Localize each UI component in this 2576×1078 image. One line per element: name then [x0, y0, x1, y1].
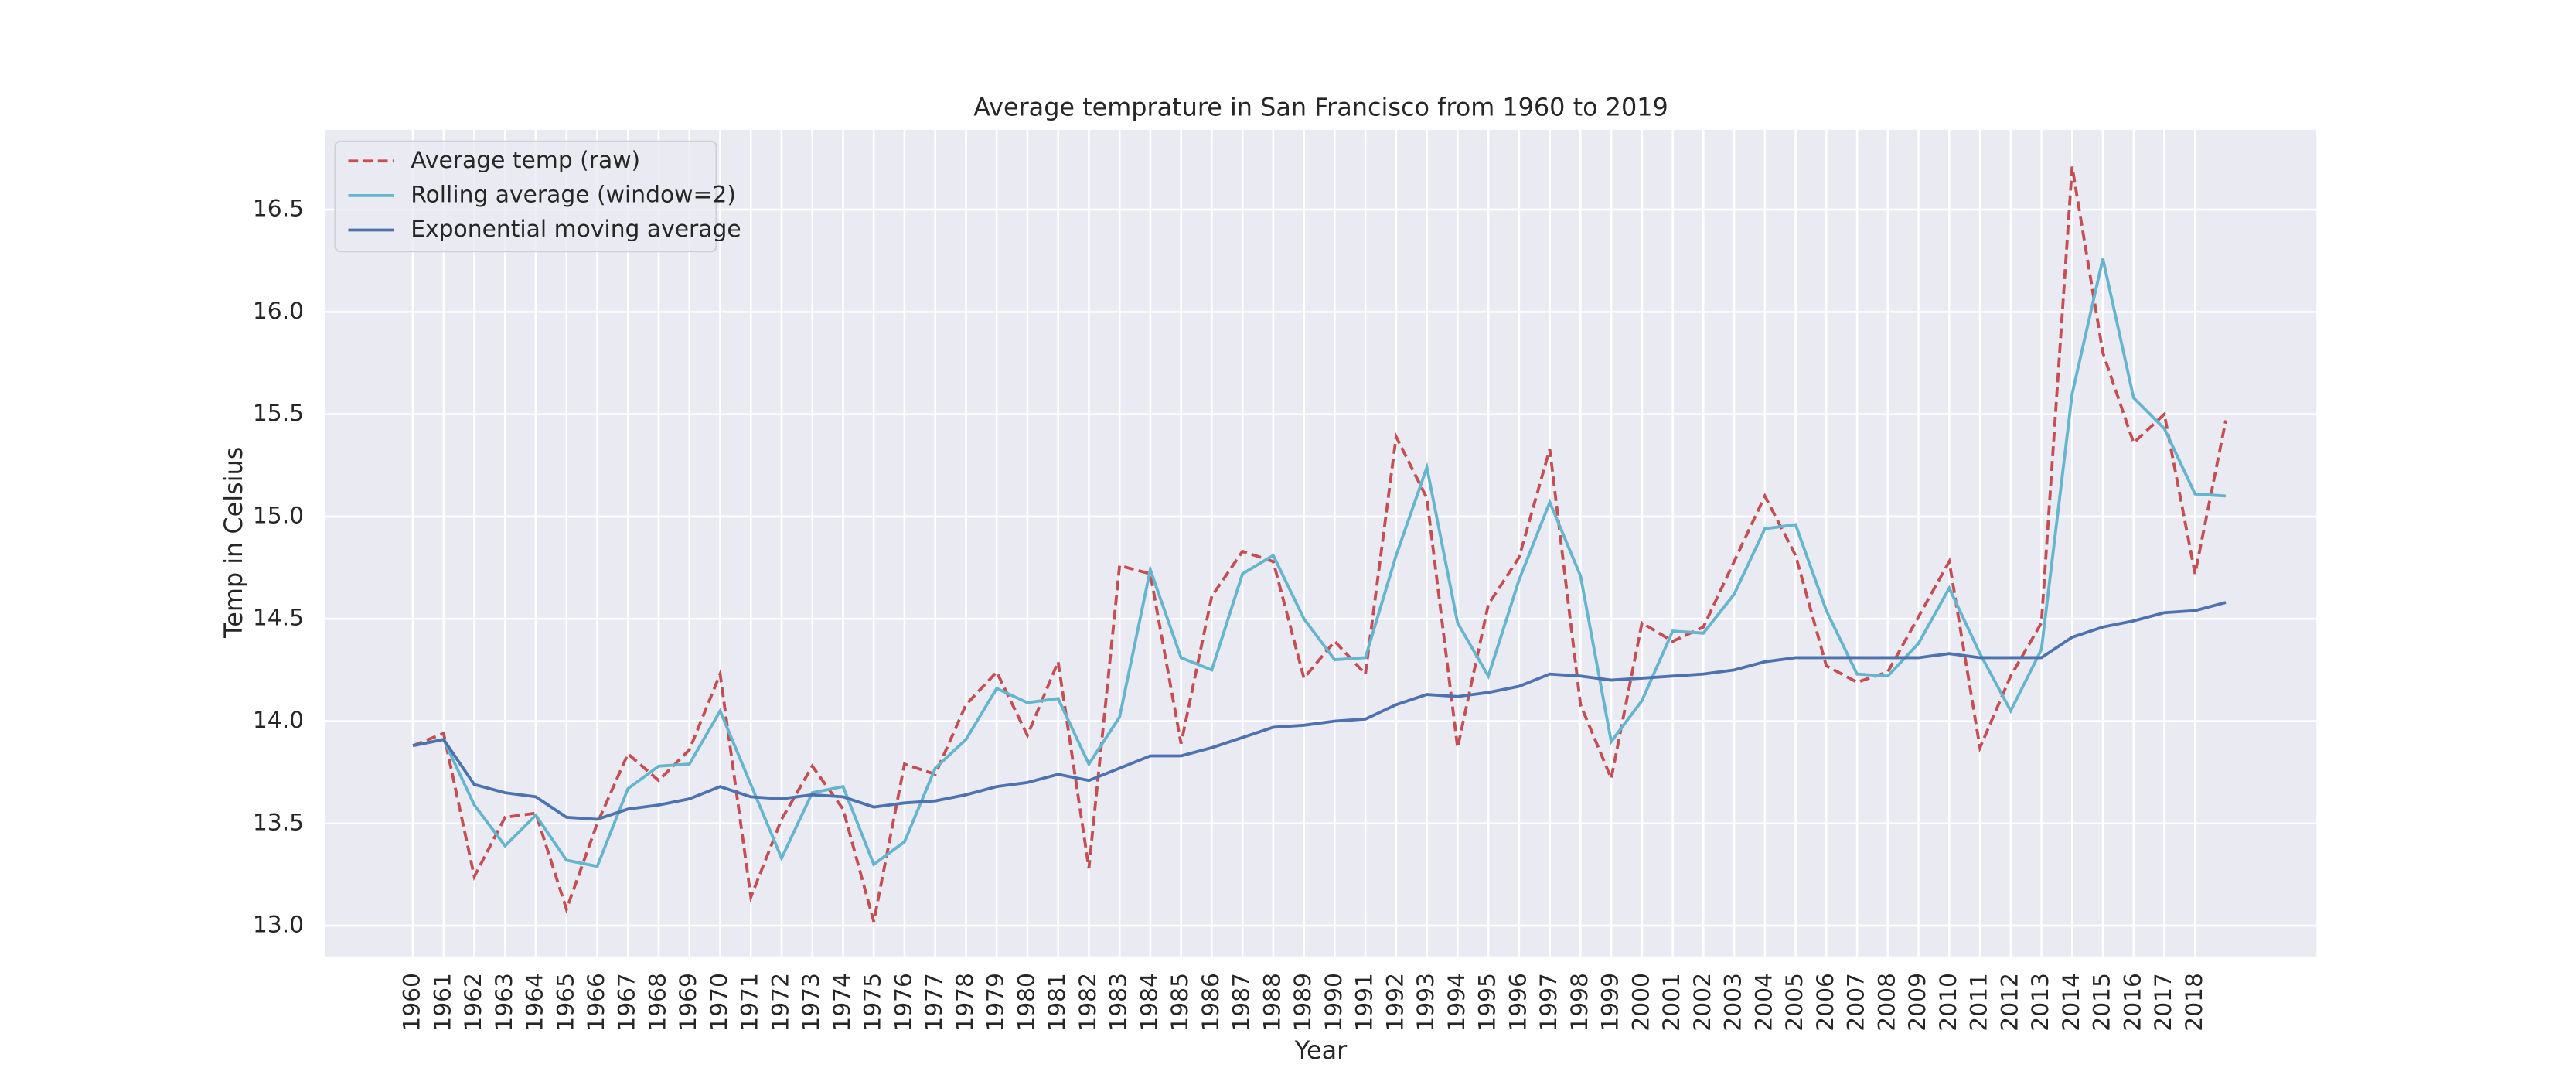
- x-tick-label: 1966: [583, 973, 610, 1032]
- series-line: [412, 166, 2227, 923]
- x-tick-label: 2007: [1843, 973, 1870, 1032]
- x-tick-label: 2008: [1873, 973, 1900, 1032]
- y-tick-label: 13.5: [253, 809, 304, 836]
- x-tick-label: 1968: [644, 973, 671, 1032]
- x-tick-label: 2003: [1720, 973, 1747, 1032]
- x-tick-label: 2004: [1750, 973, 1777, 1032]
- x-tick-label: 2002: [1689, 973, 1716, 1032]
- x-tick-label: 1973: [798, 973, 825, 1032]
- x-tick-label: 2001: [1658, 973, 1685, 1032]
- x-tick-label: 1991: [1351, 973, 1378, 1032]
- x-tick-label: 2014: [2058, 973, 2085, 1032]
- x-tick-label: 1960: [399, 973, 426, 1032]
- x-tick-label: 2015: [2089, 973, 2116, 1032]
- y-tick-label: 14.0: [253, 707, 304, 734]
- x-tick-label: 2006: [1812, 973, 1839, 1032]
- x-tick-label: 1989: [1290, 973, 1317, 1032]
- x-tick-label: 1993: [1412, 973, 1440, 1032]
- x-tick-label: 1985: [1167, 973, 1194, 1032]
- x-tick-label: 1981: [1044, 973, 1071, 1032]
- chart-title: Average temprature in San Francisco from…: [973, 92, 1668, 121]
- series-line: [412, 258, 2227, 868]
- legend-label: Average temp (raw): [411, 147, 640, 174]
- x-tick-label: 1992: [1382, 973, 1409, 1032]
- x-tick-label: 1972: [767, 973, 794, 1032]
- x-tick-label: 2000: [1627, 973, 1654, 1032]
- x-tick-label: 1983: [1106, 973, 1133, 1032]
- x-tick-label: 1997: [1535, 973, 1562, 1032]
- x-tick-label: 2005: [1781, 973, 1808, 1032]
- legend-label: Rolling average (window=2): [411, 181, 736, 208]
- x-tick-label: 1978: [952, 973, 979, 1032]
- x-tick-label: 1974: [829, 973, 856, 1032]
- x-tick-label: 1996: [1504, 973, 1532, 1032]
- x-tick-label: 1990: [1320, 973, 1348, 1032]
- x-tick-label: 1982: [1075, 973, 1102, 1032]
- x-tick-label: 2018: [2181, 973, 2208, 1032]
- y-tick-label: 14.5: [253, 605, 304, 632]
- x-tick-label: 2013: [2027, 973, 2054, 1032]
- legend-box: [334, 140, 717, 253]
- x-tick-label: 1988: [1259, 973, 1286, 1032]
- x-tick-label: 1962: [460, 973, 487, 1032]
- x-tick-label: 2011: [1966, 973, 1993, 1032]
- x-tick-label: 1998: [1566, 973, 1593, 1032]
- x-tick-label: 2017: [2150, 973, 2177, 1032]
- y-tick-label: 16.5: [253, 196, 304, 223]
- x-tick-label: 1987: [1228, 973, 1256, 1032]
- x-tick-label: 1994: [1443, 973, 1470, 1032]
- x-tick-label: 1976: [890, 973, 917, 1032]
- x-tick-label: 1970: [706, 973, 733, 1032]
- x-tick-label: 1977: [921, 973, 948, 1032]
- x-tick-label: 1969: [675, 973, 702, 1032]
- x-tick-label: 1965: [552, 973, 579, 1032]
- x-tick-label: 1975: [860, 973, 887, 1032]
- x-tick-label: 2016: [2119, 973, 2146, 1032]
- x-tick-label: 2009: [1904, 973, 1931, 1032]
- x-tick-label: 1995: [1474, 973, 1501, 1032]
- y-tick-label: 16.0: [253, 298, 304, 325]
- plot-area: [325, 129, 2317, 957]
- x-tick-label: 1961: [429, 973, 456, 1032]
- x-tick-label: 1979: [983, 973, 1010, 1032]
- x-axis-label: Year: [1294, 1035, 1348, 1065]
- legend-label: Exponential moving average: [411, 216, 741, 243]
- x-tick-label: 1986: [1198, 973, 1225, 1032]
- x-tick-label: 1980: [1013, 973, 1040, 1032]
- x-tick-label: 1967: [614, 973, 641, 1032]
- x-tick-label: 1999: [1597, 973, 1624, 1032]
- x-tick-label: 1963: [491, 973, 518, 1032]
- x-tick-label: 1984: [1136, 973, 1163, 1032]
- x-tick-label: 1971: [737, 973, 764, 1032]
- y-tick-label: 15.5: [253, 400, 304, 427]
- y-axis-label: Temp in Celsius: [219, 447, 248, 639]
- y-tick-label: 15.0: [253, 502, 304, 529]
- series-line: [412, 601, 2227, 821]
- x-tick-label: 2012: [1996, 973, 2023, 1032]
- x-tick-label: 1964: [522, 973, 549, 1032]
- y-tick-label: 13.0: [253, 912, 304, 939]
- x-tick-label: 2010: [1935, 973, 1962, 1032]
